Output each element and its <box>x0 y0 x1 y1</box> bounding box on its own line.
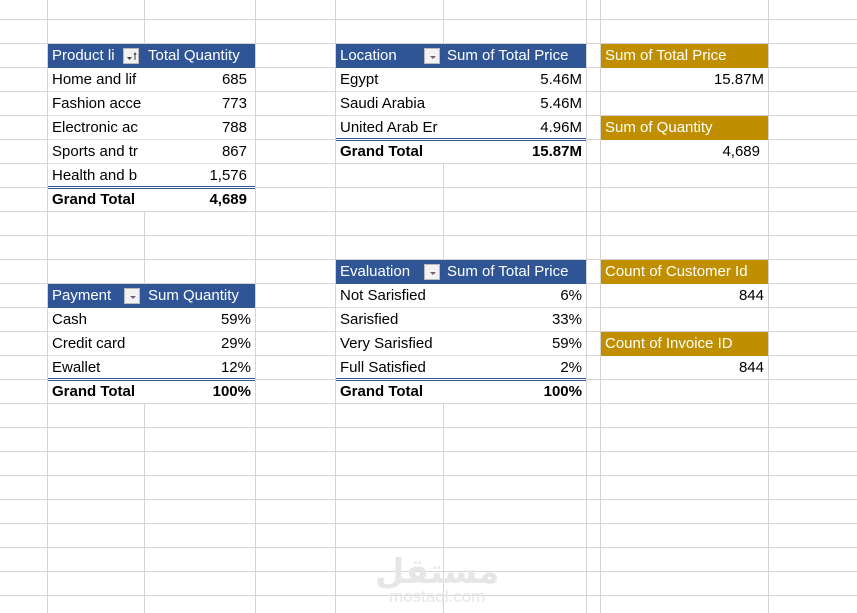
pivot-row-value[interactable]: 2% <box>560 359 582 376</box>
gridline <box>255 0 256 613</box>
pivot-row-value[interactable]: 773 <box>221 95 247 112</box>
grand-total-border <box>336 138 586 141</box>
pivot-row-value[interactable]: 1,576 <box>209 167 247 184</box>
pivot-row-value[interactable]: 788 <box>221 119 247 136</box>
pivot-row-value[interactable]: 5.46M <box>540 95 582 112</box>
pivot-row-label[interactable]: Sarisfied <box>340 311 399 328</box>
gridline <box>600 0 601 613</box>
pivot-row-label[interactable]: Credit card <box>52 335 126 352</box>
gridline <box>0 547 857 548</box>
pivot-row-value[interactable]: 867 <box>221 143 247 160</box>
kpi-value[interactable]: 844 <box>738 359 764 376</box>
row-separator <box>336 307 586 308</box>
pivot-header-sum-total-price[interactable]: Sum of Total Price <box>443 260 586 284</box>
grand-total-value[interactable]: 4,689 <box>209 191 247 208</box>
row-separator <box>48 115 255 116</box>
gridline <box>0 523 857 524</box>
row-separator <box>48 139 255 140</box>
pivot-row-label[interactable]: Saudi Arabia <box>340 95 426 112</box>
row-separator <box>48 331 255 332</box>
grand-total-border <box>48 378 255 381</box>
kpi-header[interactable]: Sum of Quantity <box>601 116 768 140</box>
pivot-row-label[interactable]: United Arab Er <box>340 119 438 136</box>
kpi-value[interactable]: 4,689 <box>722 143 760 160</box>
pivot-body-bg <box>336 284 586 403</box>
pivot-row-label[interactable]: Fashion acce <box>52 95 142 112</box>
grand-total-label[interactable]: Grand Total <box>52 191 136 208</box>
gridline <box>0 43 857 44</box>
watermark: مستقل mostaql.com <box>375 555 499 605</box>
pivot-row-label[interactable]: Very Sarisfied <box>340 335 433 352</box>
pivot-header-sum-total-price[interactable]: Sum of Total Price <box>443 44 586 68</box>
gridline <box>0 259 857 260</box>
gridline <box>0 427 857 428</box>
pivot-row-value[interactable]: 12% <box>220 359 251 376</box>
grand-total-label[interactable]: Grand Total <box>52 383 136 400</box>
filter-sort-dropdown-icon[interactable] <box>123 48 139 64</box>
gridline <box>0 475 857 476</box>
dropdown-icon[interactable] <box>124 288 140 304</box>
dropdown-icon[interactable] <box>424 48 440 64</box>
pivot-row-value[interactable]: 59% <box>551 335 582 352</box>
grand-total-value[interactable]: 100% <box>543 383 582 400</box>
pivot-row-value[interactable]: 685 <box>221 71 247 88</box>
row-separator <box>48 355 255 356</box>
row-separator <box>336 331 586 332</box>
grand-total-border <box>336 378 586 381</box>
watermark-latin: mostaql.com <box>388 587 486 606</box>
pivot-row-value[interactable]: 6% <box>560 287 582 304</box>
gridline <box>0 163 857 164</box>
gridline <box>0 499 857 500</box>
kpi-header[interactable]: Sum of Total Price <box>601 44 768 68</box>
kpi-value[interactable]: 15.87M <box>713 71 764 88</box>
gridline <box>0 595 857 596</box>
kpi-value[interactable]: 844 <box>738 287 764 304</box>
kpi-header[interactable]: Count of Customer Id <box>601 260 768 284</box>
pivot-row-label[interactable]: Cash <box>52 311 88 328</box>
gridline <box>335 0 336 613</box>
gridline <box>586 0 587 613</box>
pivot-header-total-quantity[interactable]: Total Quantity <box>144 44 255 68</box>
pivot-row-value[interactable]: 5.46M <box>540 71 582 88</box>
gridline <box>0 571 857 572</box>
row-separator <box>336 355 586 356</box>
gridline <box>0 403 857 404</box>
pivot-row-label[interactable]: Health and b <box>52 167 138 184</box>
pivot-row-label[interactable]: Ewallet <box>52 359 101 376</box>
gridline <box>0 451 857 452</box>
gridline <box>0 187 857 188</box>
dropdown-icon[interactable] <box>424 264 440 280</box>
pivot-row-label[interactable]: Sports and tr <box>52 143 138 160</box>
pivot-row-value[interactable]: 29% <box>220 335 251 352</box>
pivot-row-label[interactable]: Electronic ac <box>52 119 138 136</box>
gridline <box>768 0 769 613</box>
pivot-row-label[interactable]: Egypt <box>340 71 379 88</box>
gridline <box>0 211 857 212</box>
pivot-row-label[interactable]: Not Sarisfied <box>340 287 426 304</box>
row-separator <box>48 91 255 92</box>
pivot-row-label[interactable]: Home and lif <box>52 71 137 88</box>
gridline <box>0 235 857 236</box>
kpi-header[interactable]: Count of Invoice ID <box>601 332 768 356</box>
grand-total-value[interactable]: 100% <box>212 383 251 400</box>
grand-total-value[interactable]: 15.87M <box>531 143 582 160</box>
pivot-row-label[interactable]: Full Satisfied <box>340 359 426 376</box>
row-separator <box>336 115 586 116</box>
gridline <box>0 19 857 20</box>
grand-total-label[interactable]: Grand Total <box>340 143 424 160</box>
grand-total-label[interactable]: Grand Total <box>340 383 424 400</box>
gridline <box>47 0 48 613</box>
pivot-row-value[interactable]: 33% <box>551 311 582 328</box>
row-separator <box>48 163 255 164</box>
watermark-arabic: مستقل <box>375 552 500 592</box>
row-separator <box>336 91 586 92</box>
pivot-header-sum-quantity[interactable]: Sum Quantity <box>144 284 255 308</box>
grand-total-border <box>48 186 255 189</box>
pivot-row-value[interactable]: 59% <box>220 311 251 328</box>
pivot-row-value[interactable]: 4.96M <box>540 119 582 136</box>
